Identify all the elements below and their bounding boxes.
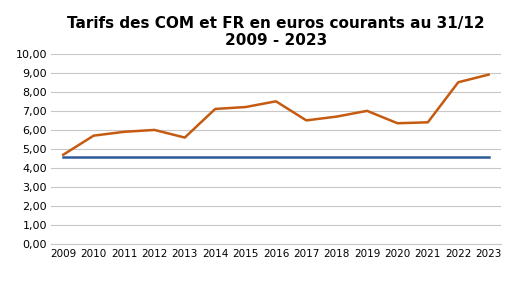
COM (121, 130, 127, 134)
FR (60, 155, 66, 159)
FR (243, 155, 249, 159)
FR (212, 155, 218, 159)
COM (364, 109, 370, 113)
COM (425, 120, 431, 124)
COM (334, 115, 340, 118)
COM (212, 107, 218, 111)
COM (303, 119, 309, 122)
FR (151, 155, 157, 159)
COM (394, 122, 401, 125)
Title: Tarifs des COM et FR en euros courants au 31/12
2009 - 2023: Tarifs des COM et FR en euros courants a… (67, 16, 485, 48)
COM (151, 128, 157, 132)
COM (182, 136, 188, 139)
Line: COM: COM (63, 74, 489, 155)
FR (425, 155, 431, 159)
FR (273, 155, 279, 159)
FR (485, 155, 492, 159)
COM (273, 100, 279, 103)
FR (121, 155, 127, 159)
FR (334, 155, 340, 159)
COM (60, 153, 66, 156)
FR (303, 155, 309, 159)
Legend: FR, COM: FR, COM (214, 292, 338, 298)
FR (364, 155, 370, 159)
FR (90, 155, 97, 159)
COM (243, 105, 249, 109)
FR (455, 155, 461, 159)
COM (455, 80, 461, 84)
FR (394, 155, 401, 159)
COM (485, 73, 492, 76)
COM (90, 134, 97, 137)
FR (182, 155, 188, 159)
